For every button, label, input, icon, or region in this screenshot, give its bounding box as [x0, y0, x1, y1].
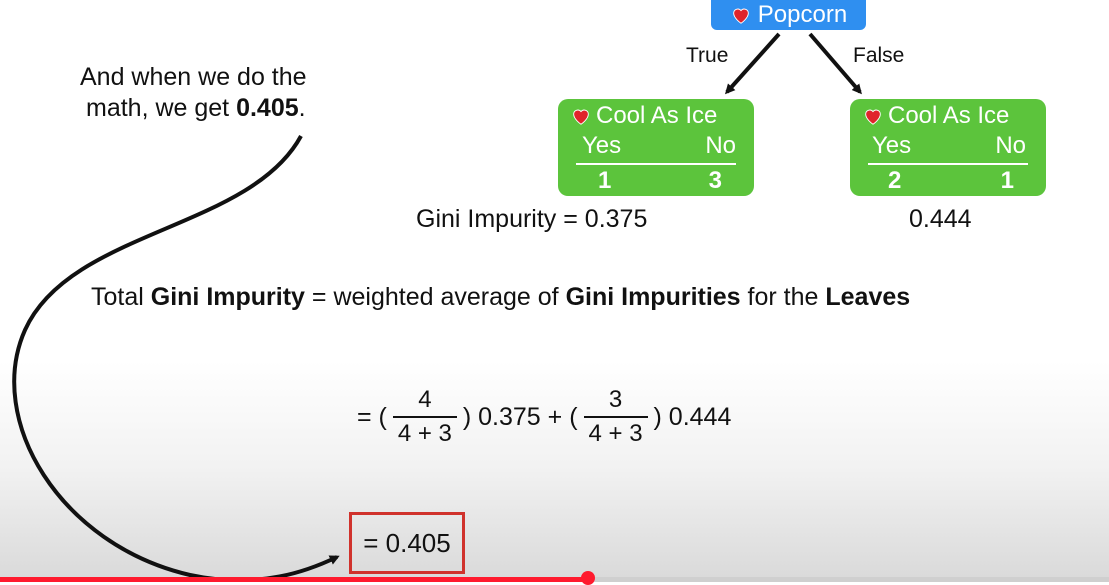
root-node-popcorn: Popcorn [711, 0, 866, 30]
left-gini-impurity: Gini Impurity = 0.375 [416, 205, 648, 233]
total-gini-definition: Total Gini Impurity = weighted average o… [91, 283, 911, 311]
fraction-bar [392, 416, 457, 418]
denominator: 4 + 3 [397, 420, 452, 447]
note-line2: math, we get 0.405. [86, 94, 306, 122]
root-label: Popcorn [757, 1, 848, 28]
yes-header: Yes [872, 132, 912, 159]
fraction-left: 4 4 + 3 [392, 386, 457, 448]
fraction-bar [583, 416, 648, 418]
numerator: 4 [418, 386, 432, 413]
leaf-divider [576, 163, 736, 165]
right-leaf-title: Cool As Ice [862, 102, 1009, 130]
false-branch-arrow [808, 32, 862, 95]
curved-pointer-arrow [12, 135, 340, 582]
heart-icon [733, 8, 749, 24]
yes-count: 2 [888, 167, 902, 194]
leaf-title-text: Cool As Ice [596, 102, 718, 129]
false-branch-label: False [853, 44, 905, 67]
left-leaf-node: Cool As Ice Yes No 1 3 [558, 99, 754, 196]
video-progress-fill [0, 577, 588, 582]
yes-header: Yes [582, 132, 622, 159]
result-box: = 0.405 [349, 512, 465, 574]
left-leaf-title: Cool As Ice [570, 102, 717, 130]
true-branch-arrow [724, 32, 781, 95]
leaf-title-text: Cool As Ice [888, 102, 1010, 129]
note-line1: And when we do the [80, 63, 307, 91]
note-value: 0.405 [236, 94, 299, 122]
no-count: 1 [1000, 167, 1014, 194]
right-leaf-node: Cool As Ice Yes No 2 1 [850, 99, 1046, 196]
fraction-right: 3 4 + 3 [583, 386, 648, 448]
true-branch-label: True [686, 44, 729, 67]
annotation-note: And when we do the math, we get 0.405. [80, 62, 380, 124]
result-value: = 0.405 [363, 527, 451, 558]
no-count: 3 [708, 167, 722, 194]
no-header: No [705, 132, 736, 159]
heart-icon [865, 109, 881, 125]
video-scrubber-handle[interactable] [580, 571, 595, 585]
leaf-divider [868, 163, 1028, 165]
formula-prefix: = ( [357, 402, 387, 431]
formula-middle: ) 0.375 + ( [462, 402, 578, 431]
numerator: 3 [608, 386, 623, 413]
heart-icon [573, 109, 589, 125]
formula-suffix: ) 0.444 [653, 402, 732, 431]
weighted-average-formula: = ( 4 4 + 3 ) 0.375 + ( 3 4 + 3 ) 0.444 [357, 386, 731, 448]
yes-count: 1 [598, 167, 612, 194]
denominator: 4 + 3 [588, 420, 643, 447]
no-header: No [995, 132, 1026, 159]
right-gini-impurity: 0.444 [909, 205, 972, 233]
